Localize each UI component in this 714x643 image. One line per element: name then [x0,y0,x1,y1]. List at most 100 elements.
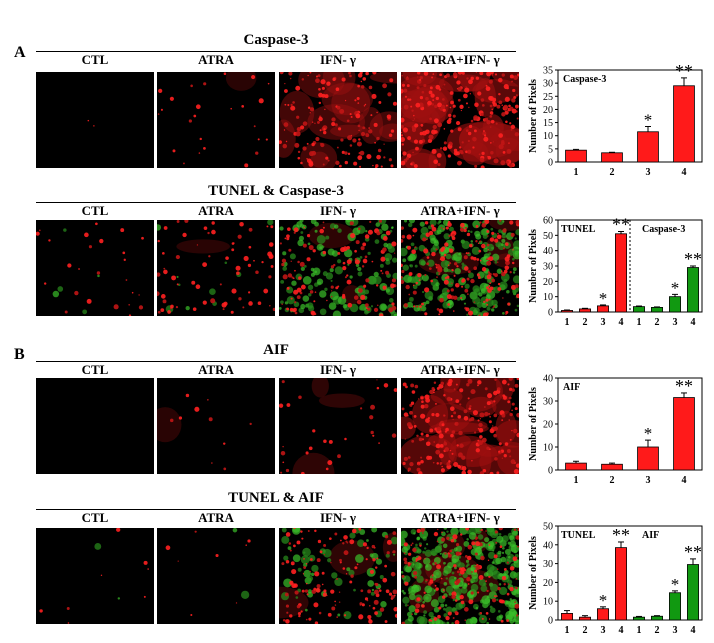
section-title-caspase3: Caspase-3 [243,32,309,48]
x-tick-label: 3 [646,475,651,486]
column-label: ATRA [198,510,234,525]
micrograph-image [36,378,154,474]
panel-letter-b: B [14,346,25,363]
group-label: TUNEL [561,224,596,235]
y-tick-label: 0 [548,616,553,627]
column-label: ATRA+IFN- γ [420,52,500,67]
y-tick-label: 5 [548,144,553,155]
x-tick-label: 2 [583,317,588,328]
column-label: CTL [81,362,109,377]
micrograph-image [279,528,397,624]
chart-title: AIF [563,382,580,393]
significance-mark: * [671,575,680,594]
y-tick-label: 60 [543,216,553,227]
x-tick-label: 2 [610,475,615,486]
section-title-tunel-aif: TUNEL & AIF [228,490,324,506]
micrograph-image [279,378,397,474]
y-tick-label: 20 [543,420,553,431]
bar [561,310,573,313]
y-axis-label: Number of Pixels [528,229,539,303]
column-label: ATRA [198,203,234,218]
section-rule [36,361,516,362]
y-tick-label: 30 [543,397,553,408]
column-label: IFN- γ [319,52,357,67]
column-label: ATRA [198,362,234,377]
section-rule [36,202,516,203]
x-tick-label: 3 [673,625,678,636]
x-tick-label: 4 [691,317,696,328]
micrograph-image [279,220,397,316]
significance-mark: * [599,591,608,610]
y-tick-label: 10 [543,597,553,608]
x-tick-label: 1 [565,625,570,636]
section-rule [36,509,516,510]
bar [561,613,573,621]
micrograph-image [157,72,275,168]
section-rule [36,51,516,52]
y-tick-label: 40 [543,246,553,257]
y-tick-label: 0 [548,158,553,169]
bar [597,608,609,621]
column-label: CTL [81,52,109,67]
column-label: CTL [81,510,109,525]
plot-frame [557,69,703,163]
y-tick-label: 30 [543,559,553,570]
bar [615,233,627,313]
section-title-aif: AIF [263,342,289,358]
y-tick-label: 50 [543,231,553,242]
y-tick-label: 15 [543,118,553,129]
x-tick-label: 2 [655,625,660,636]
significance-mark: * [644,424,653,443]
column-label: CTL [81,203,109,218]
bar [687,564,699,621]
significance-mark: ** [684,542,702,562]
panel-letter-a: A [14,44,26,61]
micrograph-image [401,220,519,316]
bar [633,306,645,313]
y-tick-label: 20 [543,578,553,589]
x-tick-label: 2 [583,625,588,636]
bar [637,446,659,471]
micrograph-image [401,528,519,624]
column-label: IFN- γ [319,510,357,525]
section-title-tunel-caspase3: TUNEL & Caspase-3 [208,183,344,199]
x-tick-label: 4 [619,317,624,328]
bar [673,397,695,471]
bar [651,307,663,313]
y-tick-label: 10 [543,131,553,142]
y-tick-label: 10 [543,292,553,303]
column-label: ATRA+IFN- γ [420,203,500,218]
significance-mark: ** [684,249,702,269]
y-tick-label: 50 [543,522,553,533]
bar-chart: 0 10 20 30 40 Number of Pixels 1 2 3 * 4 ** AIF [524,370,714,493]
chart-title: Caspase-3 [563,74,606,85]
x-tick-label: 4 [691,625,696,636]
micrograph-image [401,72,519,168]
bar-chart: 0 10 20 30 40 50 Number of Pixels 1 2 3 * 4 ** 1 2 3 * 4 *… [524,518,714,643]
bar [601,152,623,163]
significance-mark: * [671,278,680,297]
bar [579,308,591,313]
significance-mark: ** [675,376,693,396]
y-tick-label: 0 [548,308,553,319]
x-tick-label: 2 [655,317,660,328]
x-tick-label: 3 [601,625,606,636]
micrograph-image [157,528,275,624]
x-tick-label: 3 [673,317,678,328]
significance-mark: * [599,289,608,308]
significance-mark: ** [612,215,630,235]
bar [565,149,587,163]
bar [601,463,623,471]
group-label: Caspase-3 [642,224,685,235]
plot-frame [557,525,703,621]
x-tick-label: 4 [619,625,624,636]
x-tick-label: 4 [682,167,687,178]
significance-mark: * [644,111,653,130]
y-axis-label: Number of Pixels [528,387,539,461]
column-label: ATRA+IFN- γ [420,362,500,377]
x-tick-label: 1 [565,317,570,328]
x-tick-label: 1 [574,167,579,178]
column-label: IFN- γ [319,362,357,377]
micrograph-image [401,378,519,474]
y-tick-label: 20 [543,105,553,116]
